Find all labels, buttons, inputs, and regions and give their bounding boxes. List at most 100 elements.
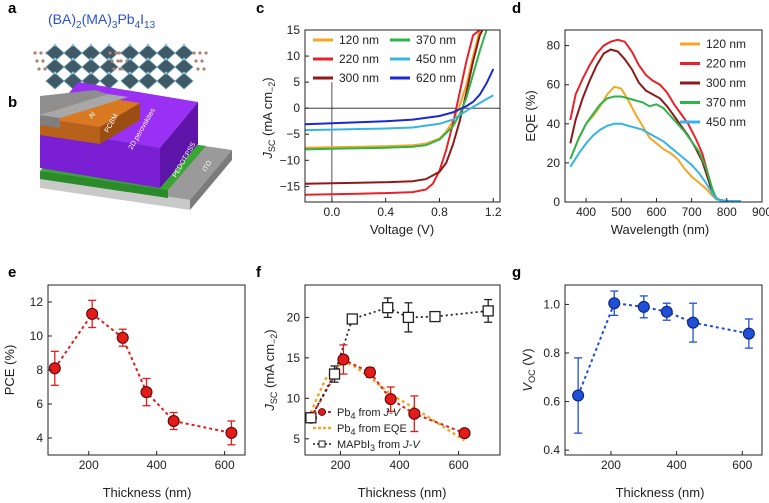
d-legend-label-3: 370 nm xyxy=(706,96,746,110)
f-legend-label-1: Pb4 from EQE xyxy=(337,423,407,437)
g-point xyxy=(742,327,755,340)
d-legend-label-2: 300 nm xyxy=(706,76,746,90)
f-black-point xyxy=(305,412,317,424)
crystal-organic-cation xyxy=(116,59,120,63)
c-legend-label-0: 120 nm xyxy=(339,33,379,47)
c-ylabel: JSC (mA cm−2) xyxy=(260,77,277,159)
jv-curve-4 xyxy=(305,94,494,132)
crystal-organic-cation xyxy=(43,67,47,71)
f-ylabel: JSC (mA cm−2) xyxy=(262,329,279,411)
e-xlabel: Thickness (nm) xyxy=(103,485,192,500)
f-red-point xyxy=(458,427,471,440)
crystal-iodide xyxy=(182,43,186,47)
e-point xyxy=(86,307,99,320)
crystal-organic-cation xyxy=(37,67,41,71)
panel-label-f: f xyxy=(256,264,262,281)
f-ytick-label: 15 xyxy=(287,351,301,365)
crystal-octahedron xyxy=(120,72,140,90)
g-xlabel: Thickness (nm) xyxy=(616,485,705,500)
crystal-iodide xyxy=(146,57,150,61)
device-stack-illustration: Al PCBM 2D perovskites PEDOT:PSS ITO xyxy=(40,82,232,210)
crystal-organic-cation xyxy=(39,51,43,55)
f-black-point xyxy=(429,310,441,323)
c-ytick-label: −5 xyxy=(286,127,300,141)
crystal-structure-illustration xyxy=(33,43,208,90)
panel-label-g: g xyxy=(512,264,521,281)
f-black-point xyxy=(402,311,415,324)
e-ytick-label: 8 xyxy=(36,363,43,377)
c-ytick-label: 10 xyxy=(287,49,301,63)
crystal-iodide xyxy=(182,57,186,61)
crystal-organic-cation xyxy=(202,67,206,71)
g-ytick-label: 0.4 xyxy=(543,443,560,457)
d-xtick-label: 500 xyxy=(611,205,631,219)
f-legend-marker-0 xyxy=(318,408,326,416)
g-ytick-label: 0.8 xyxy=(543,346,560,360)
crystal-octahedron xyxy=(138,72,158,90)
crystal-iodide xyxy=(128,57,132,61)
f-legend-marker-2 xyxy=(318,440,326,448)
g-point xyxy=(660,305,673,318)
crystal-iodide xyxy=(71,57,75,61)
crystal-octahedron xyxy=(174,72,194,90)
crystal-iodide xyxy=(146,43,150,47)
g-ytick-label: 0.6 xyxy=(543,395,560,409)
crystal-organic-cation xyxy=(194,59,198,63)
f-ytick-label: 20 xyxy=(287,310,301,324)
crystal-iodide xyxy=(164,71,168,75)
g-ylabel: VOC (V) xyxy=(520,348,537,391)
c-legend-label-1: 220 nm xyxy=(339,52,379,66)
crystal-iodide xyxy=(164,57,168,61)
d-xtick-label: 900 xyxy=(752,205,769,219)
crystal-iodide xyxy=(182,71,186,75)
crystal-organic-cation xyxy=(118,67,122,71)
f-red-point xyxy=(364,366,376,379)
eqe-chart: 400 500 600 700 800 900 0 20 40 60 80 Wavelength (n… xyxy=(523,29,769,237)
crystal-iodide xyxy=(89,43,93,47)
crystal-iodide xyxy=(128,43,132,47)
f-black-point xyxy=(482,305,494,317)
c-xtick-label: 0.8 xyxy=(431,205,448,219)
e-ytick-label: 4 xyxy=(36,431,43,445)
f-ytick-label: 10 xyxy=(287,391,301,405)
crystal-octahedron xyxy=(45,72,65,90)
g-xtick-label: 400 xyxy=(667,458,687,472)
g-point xyxy=(637,300,650,313)
c-xtick-label: 0.0 xyxy=(324,205,341,219)
f-red-point xyxy=(337,353,350,366)
d-xtick-label: 800 xyxy=(717,205,737,219)
panel-label-c: c xyxy=(256,0,264,17)
crystal-octahedron xyxy=(156,72,176,90)
d-legend-label-0: 120 nm xyxy=(706,37,746,51)
crystal-organic-cation xyxy=(33,51,37,55)
c-legend-label-5: 620 nm xyxy=(416,71,456,85)
crystal-iodide xyxy=(128,71,132,75)
eqe-curve-3 xyxy=(569,95,741,202)
crystal-iodide xyxy=(71,71,75,75)
d-legend-label-4: 450 nm xyxy=(706,115,746,129)
e-point xyxy=(48,362,61,375)
d-xtick-label: 700 xyxy=(682,205,702,219)
d-ylabel: EQE (%) xyxy=(523,90,538,141)
f-black-point xyxy=(346,313,358,325)
panel-label-b: b xyxy=(8,94,17,111)
d-xtick-label: 400 xyxy=(576,205,596,219)
e-point xyxy=(140,386,153,399)
jv-curves-chart: 0.0 0.4 0.8 1.2 −15 −10 −5 0 5 10 15 Voltage (V) JSC… xyxy=(260,23,502,237)
pce-vs-thickness-chart: 200 400 600 4 6 8 10 12 Thickness (nm) PCE (%) xyxy=(2,284,246,500)
d-xtick-label: 600 xyxy=(646,205,666,219)
g-point xyxy=(608,297,621,310)
crystal-iodide xyxy=(164,43,168,47)
f-black-connector xyxy=(310,306,489,419)
f-xlabel: Thickness (nm) xyxy=(358,485,447,500)
crystal-iodide xyxy=(146,71,150,75)
panel-label-d: d xyxy=(512,0,521,17)
crystal-organic-cation xyxy=(41,59,45,63)
eqe-curve-0 xyxy=(569,85,741,202)
crystal-iodide xyxy=(107,57,111,61)
g-xtick-label: 200 xyxy=(601,458,621,472)
jv-curve-5 xyxy=(305,68,495,126)
e-point xyxy=(225,426,238,439)
d-ytick-label: 40 xyxy=(547,117,561,131)
